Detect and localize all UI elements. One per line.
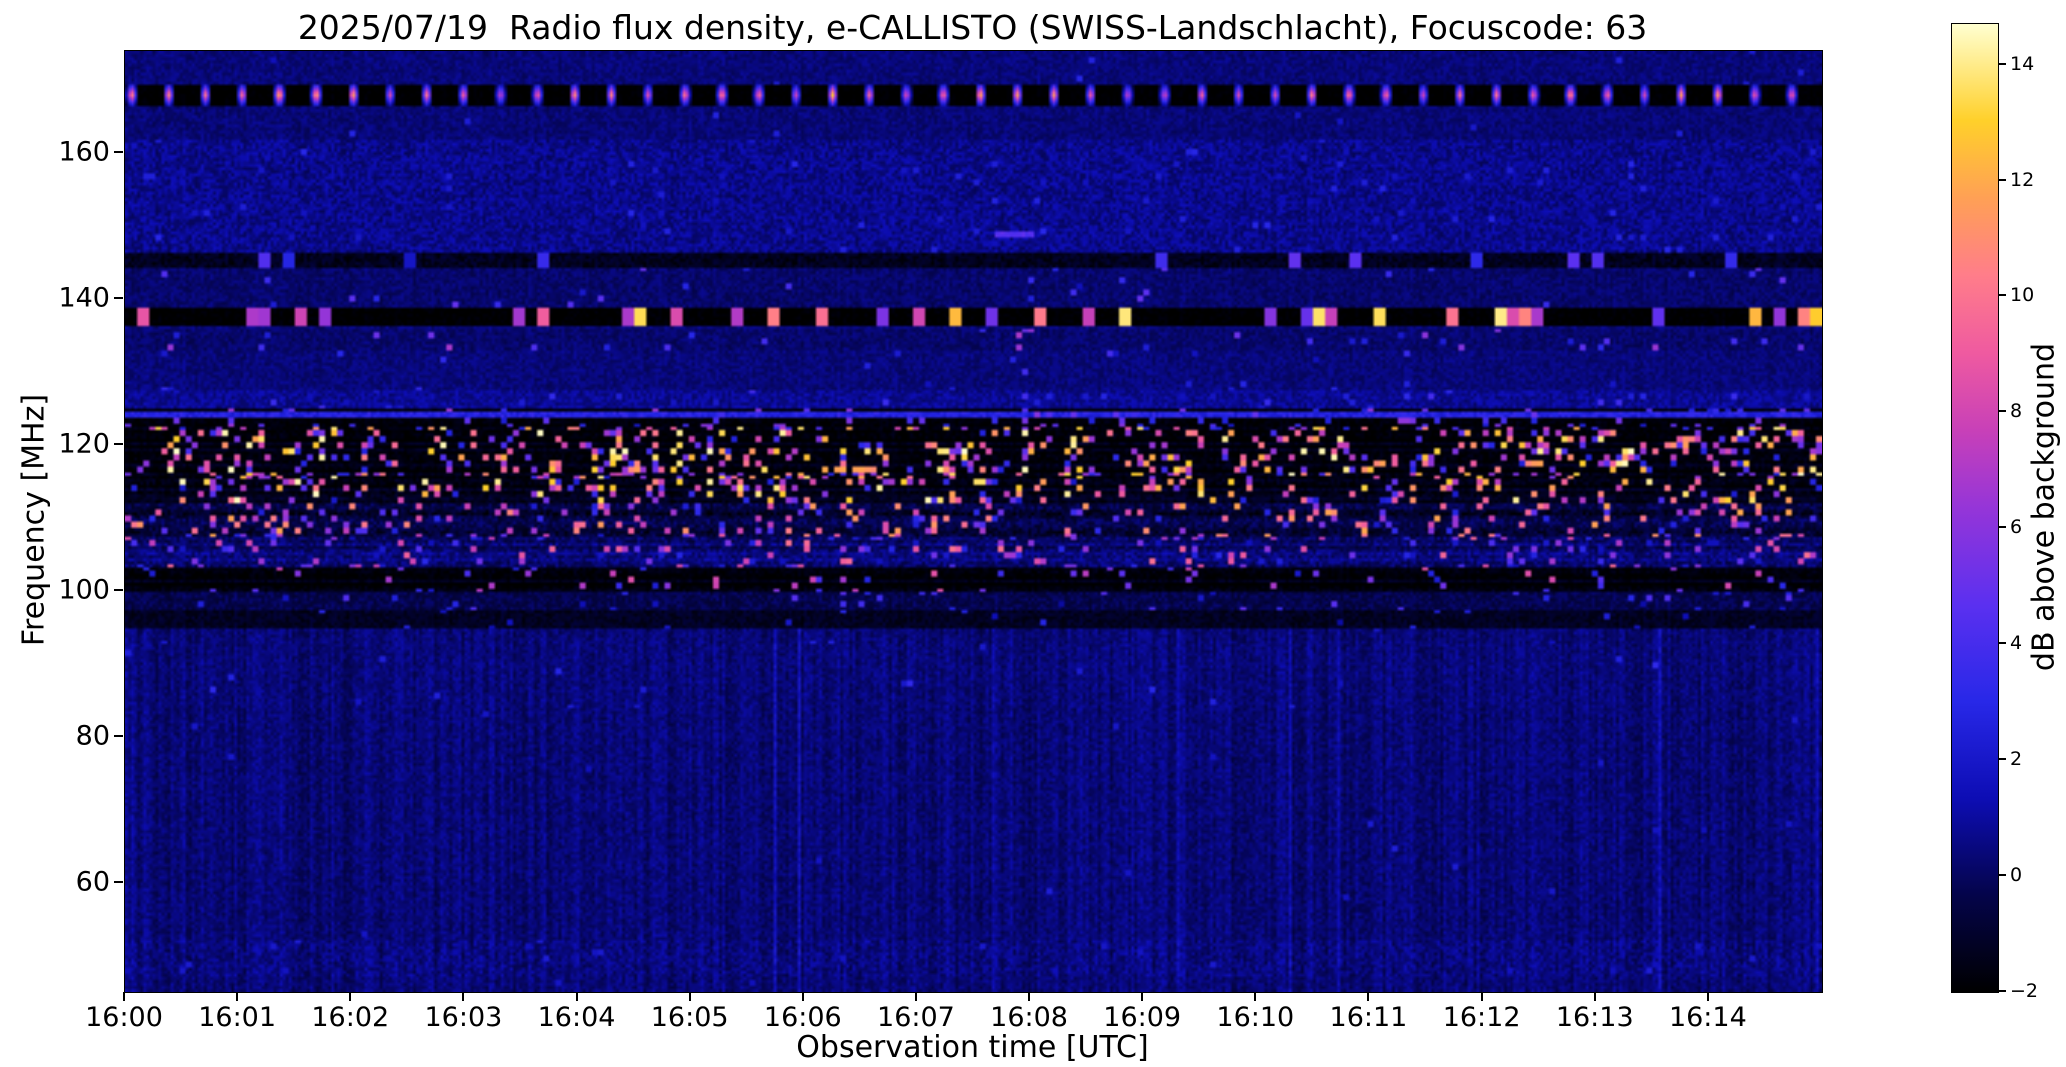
colorbar-gradient — [1952, 24, 1998, 992]
y-axis-label: Frequency [MHz] — [16, 393, 52, 647]
x-tick-mark — [1141, 992, 1144, 1001]
x-tick-mark — [236, 992, 239, 1001]
x-axis-label: Observation time [UTC] — [796, 1030, 1149, 1065]
x-tick-mark — [1254, 992, 1257, 1001]
colorbar-tick-mark — [1999, 758, 2006, 761]
x-tick-label: 16:10 — [1216, 1002, 1295, 1033]
x-tick-label: 16:04 — [537, 1002, 616, 1033]
x-tick-mark — [462, 992, 465, 1001]
x-tick-label: 16:07 — [877, 1002, 955, 1033]
x-tick-mark — [688, 992, 691, 1001]
x-tick-label: 16:05 — [650, 1002, 729, 1033]
x-tick-label: 16:12 — [1442, 1002, 1521, 1033]
colorbar — [1951, 23, 1999, 993]
x-tick-label: 16:11 — [1329, 1002, 1408, 1033]
colorbar-tick-label: 0 — [2010, 864, 2023, 887]
y-tick-label: 60 — [75, 866, 110, 898]
colorbar-tick-mark — [1999, 62, 2006, 65]
colorbar-tick-mark — [1999, 874, 2006, 877]
y-tick-mark — [114, 880, 123, 883]
colorbar-tick-mark — [1999, 526, 2006, 529]
y-tick-mark — [114, 151, 123, 154]
x-tick-mark — [1706, 992, 1709, 1001]
x-tick-label: 16:01 — [198, 1002, 277, 1033]
x-tick-label: 16:14 — [1668, 1002, 1747, 1033]
colorbar-label: dB above background — [2026, 342, 2062, 672]
y-tick-mark — [114, 734, 123, 737]
x-tick-label: 16:02 — [311, 1002, 390, 1033]
y-tick-label: 160 — [58, 136, 110, 168]
colorbar-tick-label: 10 — [2010, 284, 2035, 307]
colorbar-tick-label: 12 — [2010, 168, 2035, 191]
y-tick-label: 80 — [75, 720, 110, 752]
x-tick-mark — [575, 992, 578, 1001]
colorbar-tick-label: 2 — [2010, 748, 2023, 771]
colorbar-tick-label: 8 — [2010, 400, 2023, 423]
y-tick-mark — [114, 588, 123, 591]
x-tick-label: 16:03 — [424, 1002, 503, 1033]
colorbar-tick-mark — [1999, 642, 2006, 645]
x-tick-mark — [1028, 992, 1031, 1001]
x-tick-mark — [1367, 992, 1370, 1001]
colorbar-tick-mark — [1999, 410, 2006, 413]
x-tick-label: 16:00 — [85, 1002, 163, 1033]
x-tick-mark — [123, 992, 125, 1001]
x-tick-mark — [1593, 992, 1596, 1001]
x-tick-label: 16:06 — [763, 1002, 842, 1033]
x-tick-mark — [1480, 992, 1483, 1001]
y-tick-mark — [114, 297, 123, 299]
chart-title: 2025/07/19 Radio flux density, e-CALLIST… — [297, 8, 1648, 47]
y-tick-label: 100 — [58, 574, 110, 606]
colorbar-tick-mark — [1999, 990, 2006, 992]
colorbar-tick-label: 4 — [2010, 632, 2023, 655]
plot-area — [124, 50, 1823, 993]
colorbar-tick-mark — [1999, 178, 2006, 181]
x-tick-mark — [349, 992, 352, 1001]
x-tick-label: 16:08 — [990, 1002, 1068, 1033]
x-tick-mark — [914, 992, 917, 1001]
x-tick-mark — [801, 992, 804, 1001]
y-tick-label: 120 — [58, 428, 110, 460]
x-tick-label: 16:09 — [1103, 1002, 1182, 1033]
colorbar-tick-label: −2 — [2010, 980, 2039, 1002]
colorbar-tick-label: 14 — [2010, 52, 2035, 75]
colorbar-tick-label: 6 — [2010, 516, 2023, 539]
y-tick-mark — [114, 442, 123, 445]
y-tick-label: 140 — [58, 282, 110, 314]
colorbar-tick-mark — [1999, 294, 2006, 297]
spectrogram-canvas — [125, 51, 1822, 992]
x-tick-label: 16:13 — [1555, 1002, 1634, 1033]
